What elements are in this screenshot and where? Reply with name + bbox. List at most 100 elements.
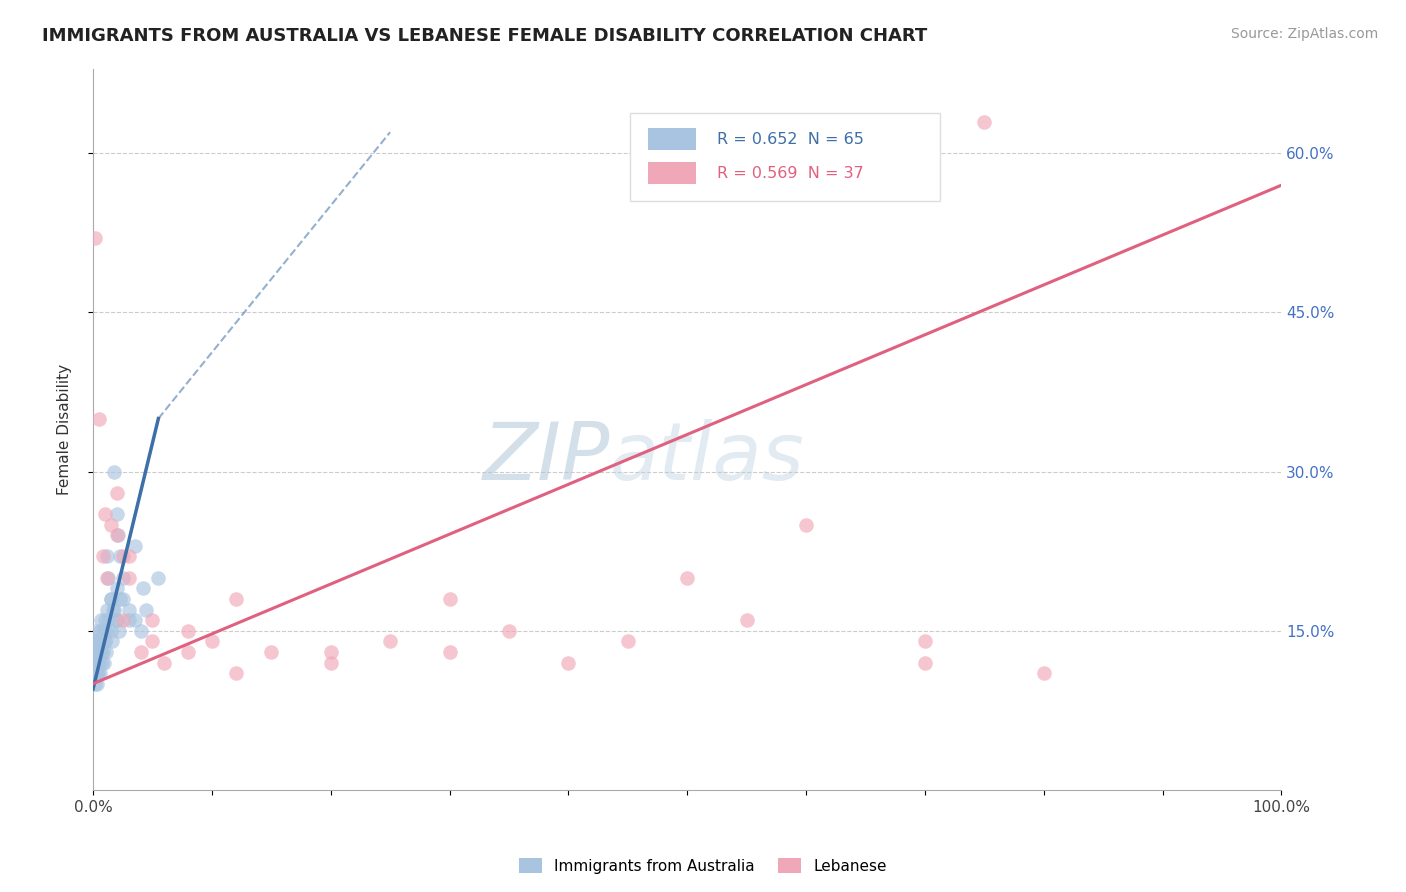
Point — [617, 634, 640, 648]
Point — [86, 666, 108, 681]
Point — [557, 656, 579, 670]
Point — [94, 634, 117, 648]
Point — [439, 645, 461, 659]
Point — [914, 656, 936, 670]
Point — [914, 634, 936, 648]
Point — [107, 528, 129, 542]
Point — [153, 656, 176, 670]
Point — [93, 624, 115, 638]
Point — [132, 582, 155, 596]
Point — [94, 613, 117, 627]
Point — [105, 528, 128, 542]
Point — [225, 666, 247, 681]
Point — [87, 645, 110, 659]
Text: IMMIGRANTS FROM AUSTRALIA VS LEBANESE FEMALE DISABILITY CORRELATION CHART: IMMIGRANTS FROM AUSTRALIA VS LEBANESE FE… — [42, 27, 928, 45]
Point — [973, 114, 995, 128]
Point — [110, 549, 132, 564]
Point — [101, 634, 124, 648]
Point — [118, 549, 141, 564]
Point — [103, 602, 125, 616]
Point — [90, 645, 112, 659]
Point — [676, 571, 699, 585]
Point — [84, 677, 107, 691]
Point — [177, 624, 200, 638]
Point — [118, 613, 141, 627]
Point — [86, 645, 108, 659]
Point — [111, 591, 134, 606]
Point — [105, 485, 128, 500]
Point — [96, 602, 118, 616]
Point — [148, 571, 170, 585]
Point — [84, 231, 107, 245]
Point — [100, 591, 122, 606]
Point — [111, 549, 134, 564]
Point — [439, 591, 461, 606]
Legend: Immigrants from Australia, Lebanese: Immigrants from Australia, Lebanese — [513, 852, 893, 880]
Point — [100, 624, 122, 638]
Point — [90, 656, 112, 670]
FancyBboxPatch shape — [648, 162, 696, 184]
Point — [100, 517, 122, 532]
Point — [141, 613, 163, 627]
Point — [89, 624, 111, 638]
Point — [94, 634, 117, 648]
Point — [498, 624, 520, 638]
Point — [96, 571, 118, 585]
Point — [94, 645, 117, 659]
Point — [201, 634, 224, 648]
Point — [103, 602, 125, 616]
Point — [105, 613, 128, 627]
Point — [105, 582, 128, 596]
Point — [83, 645, 105, 659]
Point — [118, 602, 141, 616]
Point — [129, 645, 152, 659]
Point — [118, 571, 141, 585]
Point — [93, 656, 115, 670]
Point — [110, 591, 132, 606]
Point — [141, 634, 163, 648]
Text: R = 0.652  N = 65: R = 0.652 N = 65 — [717, 132, 863, 146]
Point — [87, 656, 110, 670]
Point — [177, 645, 200, 659]
Point — [111, 613, 134, 627]
Point — [97, 571, 120, 585]
Point — [89, 666, 111, 681]
Point — [260, 645, 283, 659]
Point — [735, 613, 758, 627]
Point — [104, 613, 127, 627]
Point — [108, 624, 131, 638]
Point — [86, 677, 108, 691]
Point — [83, 656, 105, 670]
Text: R = 0.569  N = 37: R = 0.569 N = 37 — [717, 166, 863, 180]
Point — [87, 411, 110, 425]
Point — [94, 507, 117, 521]
Point — [87, 656, 110, 670]
Point — [794, 517, 817, 532]
Point — [91, 645, 114, 659]
Point — [105, 507, 128, 521]
Point — [87, 666, 110, 681]
FancyBboxPatch shape — [630, 113, 941, 201]
Text: Source: ZipAtlas.com: Source: ZipAtlas.com — [1230, 27, 1378, 41]
Y-axis label: Female Disability: Female Disability — [58, 364, 72, 495]
Point — [84, 634, 107, 648]
Point — [96, 549, 118, 564]
Point — [378, 634, 401, 648]
Point — [86, 656, 108, 670]
Point — [124, 539, 146, 553]
Point — [89, 634, 111, 648]
Point — [84, 656, 107, 670]
Text: atlas: atlas — [610, 419, 804, 497]
Point — [84, 634, 107, 648]
Point — [100, 591, 122, 606]
FancyBboxPatch shape — [648, 128, 696, 150]
Point — [91, 549, 114, 564]
Point — [135, 602, 157, 616]
Point — [129, 624, 152, 638]
Point — [87, 634, 110, 648]
Point — [90, 613, 112, 627]
Point — [111, 571, 134, 585]
Point — [89, 634, 111, 648]
Point — [97, 613, 120, 627]
Point — [103, 465, 125, 479]
